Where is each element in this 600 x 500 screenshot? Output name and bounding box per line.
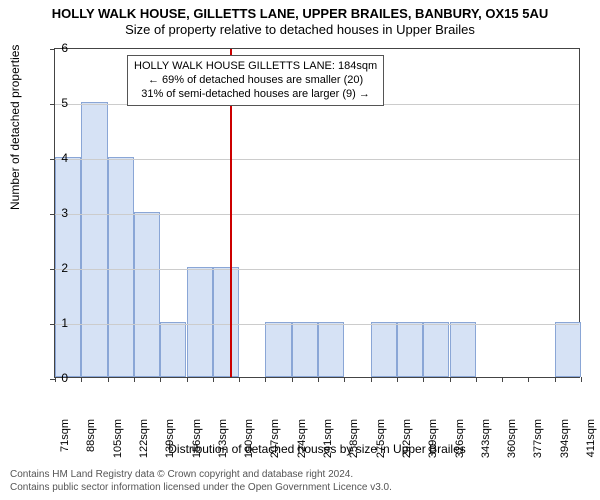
histogram-bar	[108, 157, 134, 377]
histogram-bar	[213, 267, 239, 377]
attribution-footer: Contains HM Land Registry data © Crown c…	[10, 469, 392, 494]
histogram-bar	[397, 322, 423, 377]
histogram-bar	[134, 212, 160, 377]
histogram-bar	[423, 322, 449, 377]
histogram-bar	[265, 322, 291, 377]
y-tick-label: 0	[48, 371, 68, 385]
histogram-bar	[450, 322, 476, 377]
y-axis-label: Number of detached properties	[8, 45, 22, 210]
y-tick-label: 2	[48, 261, 68, 275]
page-title-address: HOLLY WALK HOUSE, GILLETTS LANE, UPPER B…	[0, 6, 600, 21]
footer-line: Contains HM Land Registry data © Crown c…	[10, 469, 392, 482]
histogram-bar	[81, 102, 107, 377]
annotation-line: 31% of semi-detached houses are larger (…	[134, 88, 377, 102]
page-subtitle: Size of property relative to detached ho…	[0, 22, 600, 37]
histogram-bar	[318, 322, 344, 377]
footer-line: Contains public sector information licen…	[10, 482, 392, 495]
y-tick-label: 4	[48, 151, 68, 165]
histogram-bar	[292, 322, 318, 377]
histogram-bar	[187, 267, 213, 377]
plot-area: HOLLY WALK HOUSE GILLETTS LANE: 184sqm ←…	[54, 48, 580, 378]
histogram-bar	[555, 322, 581, 377]
histogram-bar	[160, 322, 186, 377]
y-tick-label: 5	[48, 96, 68, 110]
y-tick-label: 1	[48, 316, 68, 330]
annotation-line: HOLLY WALK HOUSE GILLETTS LANE: 184sqm	[134, 60, 377, 74]
histogram-bar	[371, 322, 397, 377]
x-tick-label: 411sqm	[585, 419, 597, 479]
histogram-chart: HOLLY WALK HOUSE GILLETTS LANE: 184sqm ←…	[54, 48, 580, 378]
y-tick-label: 3	[48, 206, 68, 220]
annotation-line: ← 69% of detached houses are smaller (20…	[134, 74, 377, 88]
x-axis-label: Distribution of detached houses by size …	[54, 442, 580, 456]
annotation-box: HOLLY WALK HOUSE GILLETTS LANE: 184sqm ←…	[127, 55, 384, 106]
y-tick-label: 6	[48, 41, 68, 55]
